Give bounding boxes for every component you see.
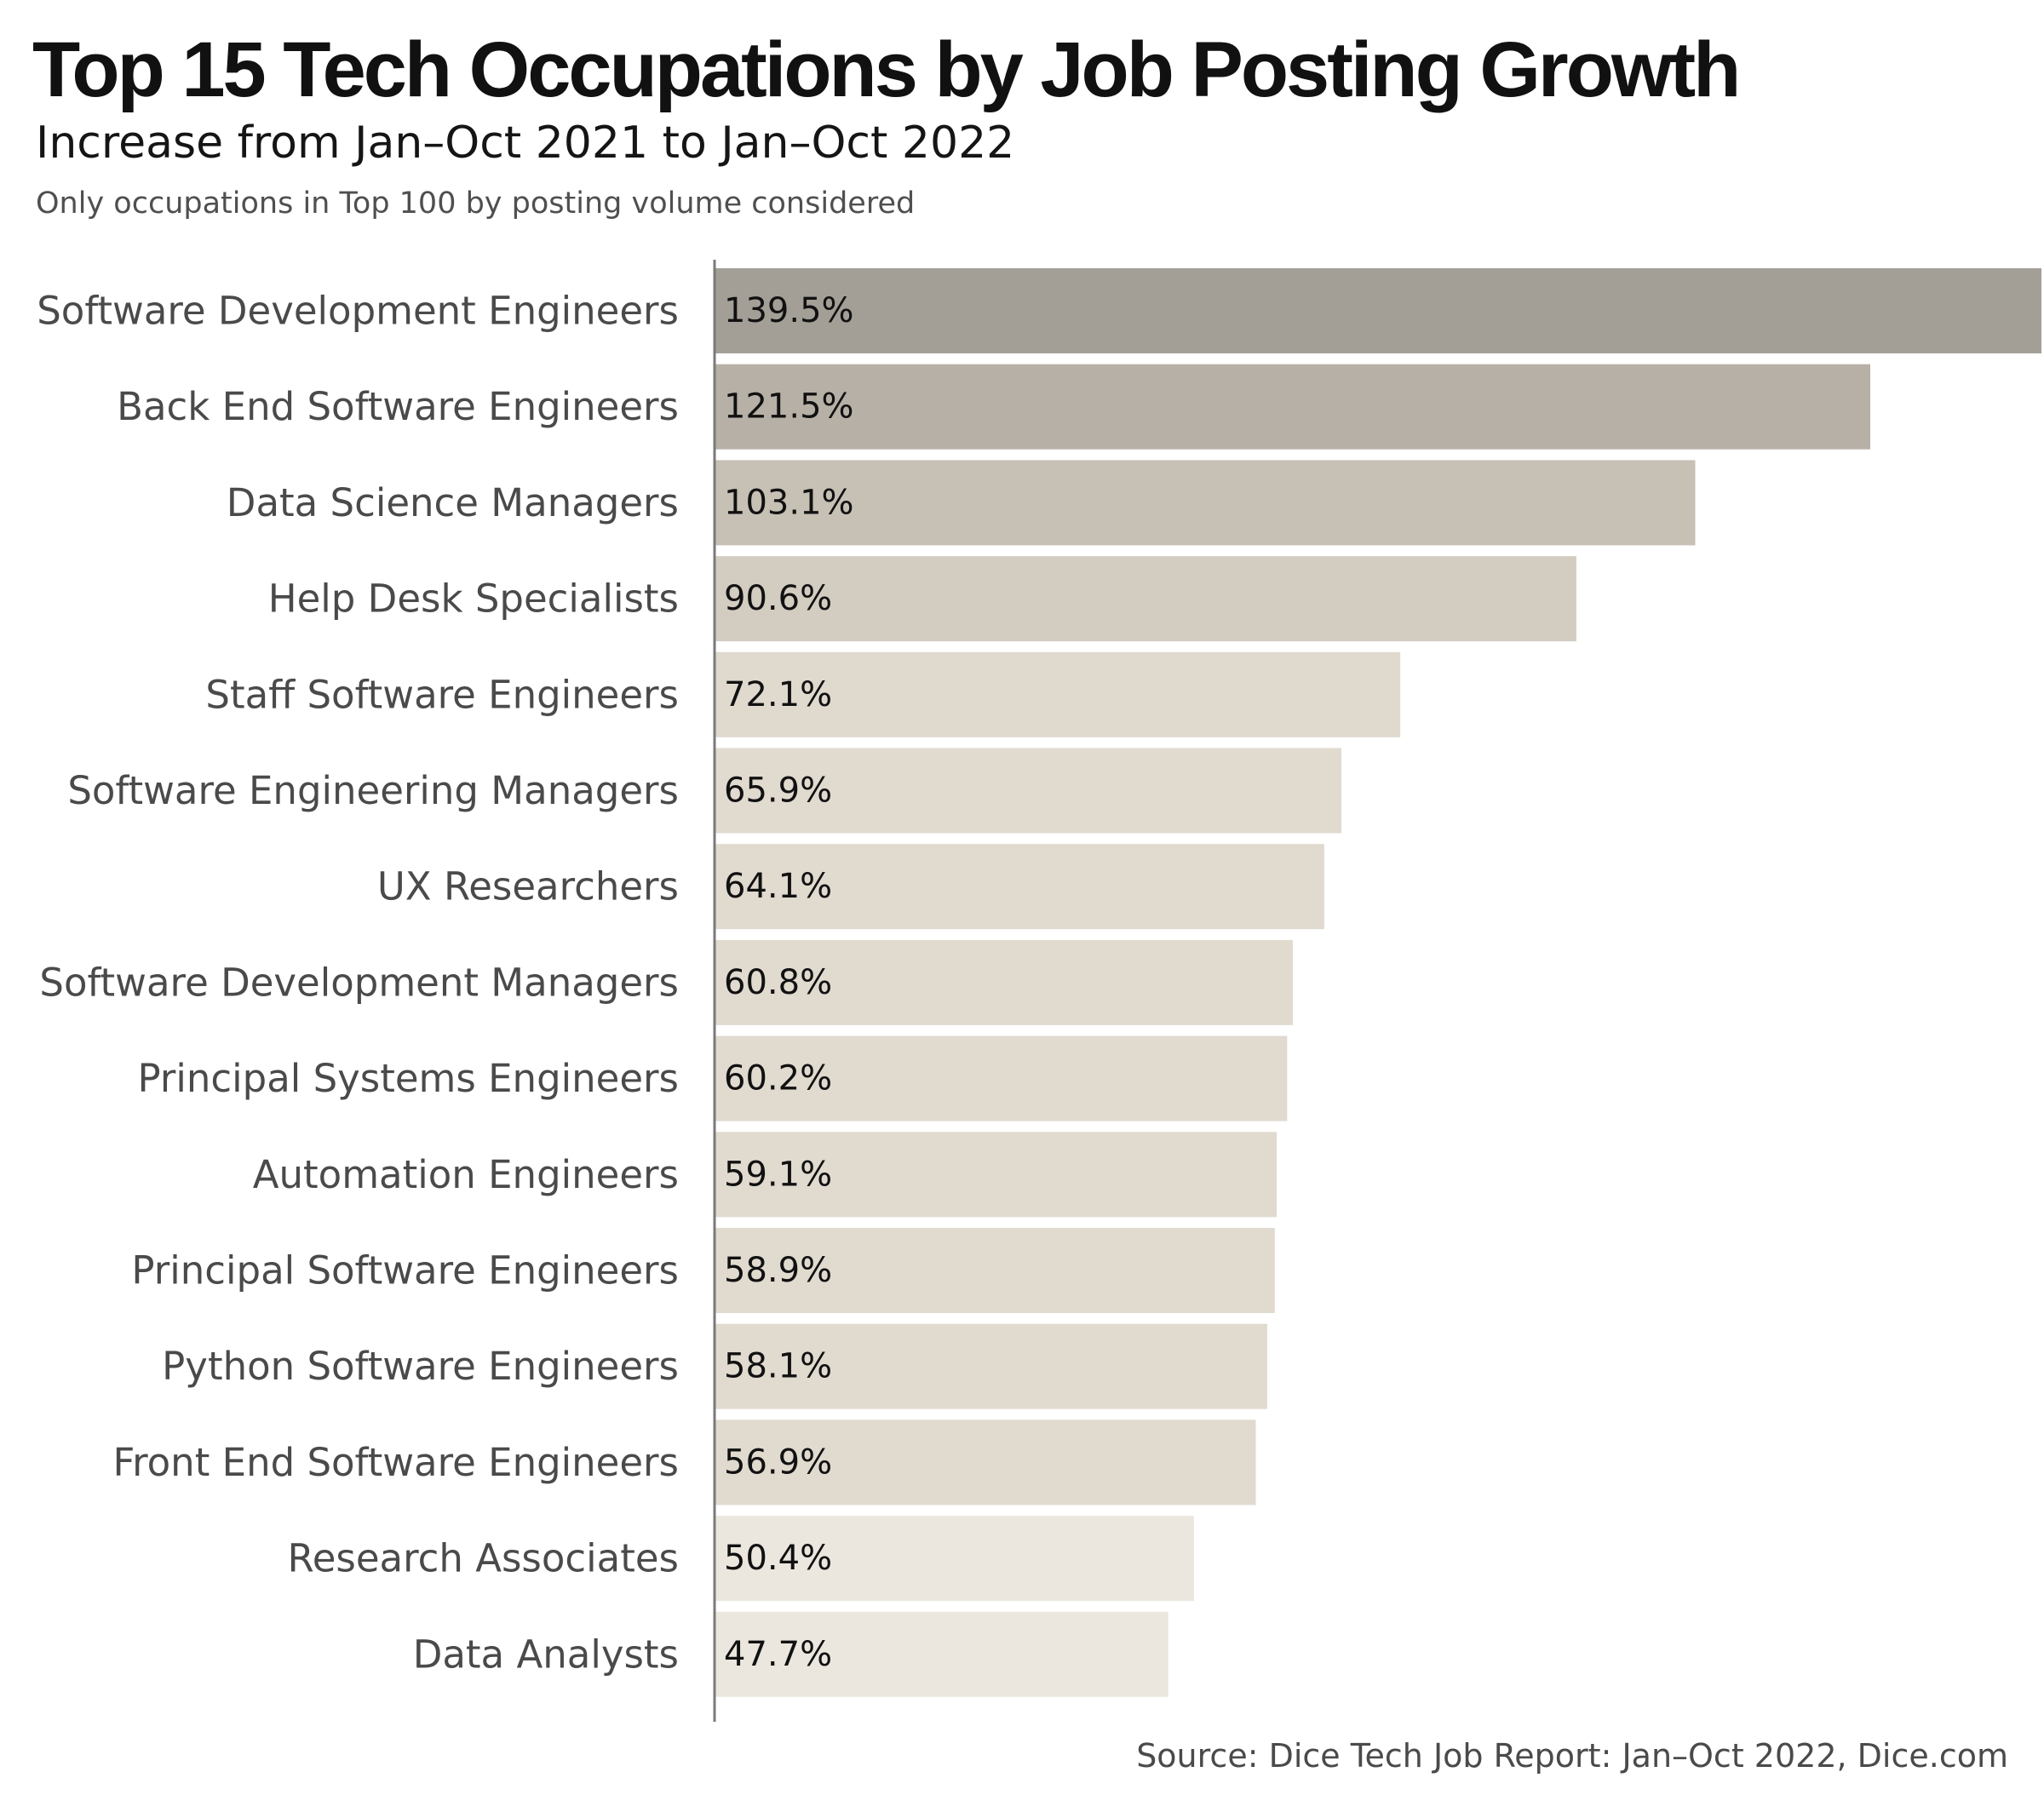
category-label: Help Desk Specialists <box>268 576 679 622</box>
value-label: 90.6% <box>724 579 832 618</box>
bar <box>715 1035 1288 1121</box>
category-label: Python Software Engineers <box>162 1344 679 1389</box>
category-label: Front End Software Engineers <box>113 1440 679 1485</box>
bar <box>715 268 2041 353</box>
bar <box>715 1132 1278 1218</box>
category-label: Data Analysts <box>413 1632 679 1677</box>
source-note: Source: Dice Tech Job Report: Jan–Oct 20… <box>1136 1737 2008 1775</box>
value-label: 58.9% <box>724 1251 832 1290</box>
category-label: Principal Systems Engineers <box>138 1056 679 1101</box>
bar <box>715 844 1324 930</box>
value-label: 60.8% <box>724 963 832 1002</box>
value-label: 58.1% <box>724 1347 832 1386</box>
value-label: 59.1% <box>724 1155 832 1194</box>
value-label: 72.1% <box>724 675 832 714</box>
bar <box>715 748 1341 834</box>
bar <box>715 460 1696 546</box>
chart-subtitle: Increase from Jan–Oct 2021 to Jan–Oct 20… <box>36 118 1015 169</box>
value-label: 139.5% <box>724 291 854 330</box>
value-label: 50.4% <box>724 1539 832 1578</box>
category-label: Data Science Managers <box>227 480 679 525</box>
bar <box>715 364 1870 450</box>
value-label: 56.9% <box>724 1442 832 1482</box>
value-label: 60.2% <box>724 1059 832 1098</box>
bar <box>715 1228 1275 1313</box>
value-label: 121.5% <box>724 387 854 427</box>
bar <box>715 1516 1194 1602</box>
chart-title: Top 15 Tech Occupations by Job Posting G… <box>32 26 1741 113</box>
category-label: Staff Software Engineers <box>205 672 679 717</box>
category-label: Software Engineering Managers <box>67 768 679 813</box>
value-label: 65.9% <box>724 771 832 811</box>
category-label: Research Associates <box>287 1536 679 1581</box>
category-label: Automation Engineers <box>253 1152 679 1197</box>
bar <box>715 651 1401 737</box>
bar <box>715 939 1293 1025</box>
category-label: UX Researchers <box>377 864 679 909</box>
category-label: Back End Software Engineers <box>117 384 679 429</box>
category-label: Principal Software Engineers <box>131 1248 679 1293</box>
bars-group: Software Development Engineers 139.5% Back… <box>37 268 2041 1697</box>
category-label: Software Development Managers <box>39 960 679 1005</box>
bar <box>715 1419 1256 1505</box>
bar <box>715 1323 1267 1409</box>
value-label: 47.7% <box>724 1635 832 1674</box>
bar <box>715 556 1576 642</box>
category-label: Software Development Engineers <box>37 289 679 334</box>
value-label: 64.1% <box>724 867 832 906</box>
bar <box>715 1611 1168 1697</box>
chart-note: Only occupations in Top 100 by posting v… <box>36 186 916 221</box>
value-label: 103.1% <box>724 483 854 522</box>
